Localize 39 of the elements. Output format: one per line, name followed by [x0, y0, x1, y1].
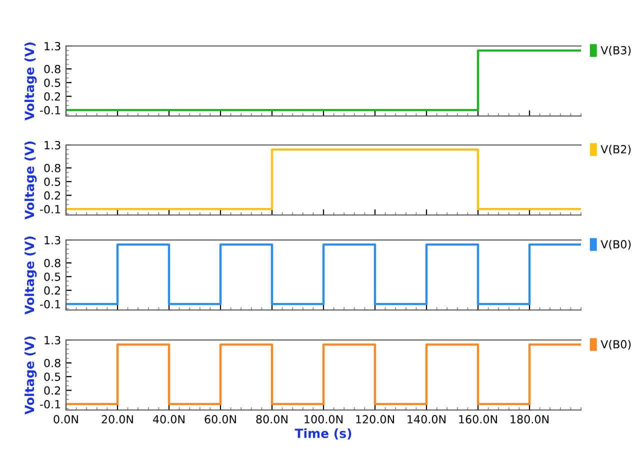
y-tick-label: -0.1 [40, 400, 60, 408]
y-tick-label: 1.3 [44, 336, 60, 344]
legend-label: V(B2) [600, 144, 631, 155]
y-tick-label: -0.1 [40, 205, 60, 214]
y-tick-label: 0.8 [44, 258, 60, 268]
y-tick-label: 1.3 [44, 140, 60, 150]
y-tick-label: 0.8 [44, 164, 60, 172]
y-tick-label: 0.5 [44, 272, 60, 281]
y-tick-label: 0.8 [44, 358, 60, 368]
y-tick-label: 1.3 [44, 236, 60, 244]
x-tick-label: 0.0N [54, 415, 78, 424]
y-tick-label: 0.2 [44, 191, 60, 200]
x-tick-label: 80.0N [256, 415, 288, 424]
y-axis-title: Voltage (V) [24, 142, 37, 220]
x-tick-label: 100.0N [304, 415, 342, 424]
y-tick-label: 0.5 [44, 372, 60, 381]
y-tick-label: 0.2 [44, 92, 60, 101]
x-tick-label: 60.0N [204, 415, 236, 424]
y-tick-label: 0.8 [44, 64, 60, 74]
x-tick-label: 180.0N [510, 415, 548, 424]
y-axis-title: Voltage (V) [24, 336, 37, 415]
y-tick-label: 0.5 [44, 178, 60, 186]
y-tick-label: 0.5 [44, 78, 60, 87]
x-axis-title: Time (s) [294, 428, 352, 440]
x-tick-label: 120.0N [356, 415, 394, 424]
x-tick-label: 160.0N [459, 415, 497, 424]
legend-label: V(B0) [600, 340, 631, 350]
y-tick-label: -0.1 [40, 300, 60, 308]
y-tick-label: 1.3 [44, 42, 60, 50]
x-tick-label: 140.0N [408, 415, 446, 424]
x-tick-label: 20.0N [102, 415, 133, 424]
y-axis-title: Voltage (V) [24, 42, 37, 121]
y-tick-label: 0.2 [44, 386, 60, 395]
x-tick-label: 40.0N [153, 415, 184, 424]
y-tick-label: 0.2 [44, 286, 60, 295]
legend-label: V(B3) [600, 46, 631, 56]
y-tick-label: -0.1 [40, 106, 60, 114]
legend-label: V(B0) [600, 240, 631, 250]
y-axis-title: Voltage (V) [24, 236, 37, 315]
